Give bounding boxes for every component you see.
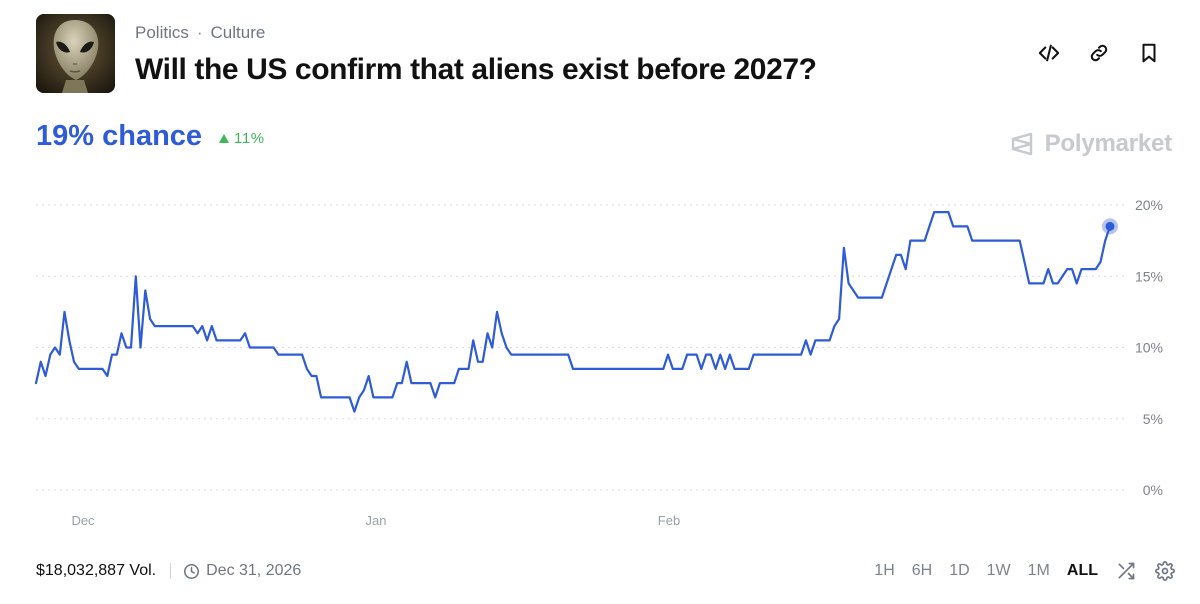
clock-icon: [184, 563, 200, 579]
range-all[interactable]: ALL: [1066, 562, 1098, 579]
market-image: [36, 14, 115, 93]
up-arrow-icon: [219, 133, 229, 143]
y-tick-label: 15%: [1135, 268, 1163, 284]
breadcrumb-separator: ·: [196, 23, 203, 42]
footer-divider: [170, 563, 172, 579]
x-tick-label: Dec: [71, 513, 95, 528]
range-1h[interactable]: 1H: [874, 562, 895, 579]
polymarket-logo-icon: [1011, 132, 1032, 156]
range-1m[interactable]: 1M: [1027, 562, 1050, 579]
y-tick-label: 10%: [1135, 340, 1163, 356]
market-title: Will the US confirm that aliens exist be…: [135, 53, 817, 86]
end-date: Dec 31, 2026: [183, 562, 301, 580]
volume-label: $18,032,887 Vol.: [36, 562, 157, 579]
range-6h[interactable]: 6H: [911, 562, 933, 579]
gear-icon: [1155, 561, 1175, 581]
x-tick-label: Jan: [366, 513, 387, 528]
embed-code-button[interactable]: [1036, 40, 1062, 66]
end-date-text: Dec 31, 2026: [206, 562, 302, 579]
category-politics[interactable]: Politics: [135, 23, 189, 42]
time-range-selector: 1H 6H 1D 1W 1M ALL: [874, 560, 1176, 582]
y-tick-label: 0%: [1143, 482, 1163, 498]
category-culture[interactable]: Culture: [210, 23, 266, 42]
bookmark-icon: [1142, 43, 1156, 63]
shuffle-icon: [1118, 562, 1135, 580]
current-point[interactable]: [1105, 221, 1115, 231]
copy-link-button[interactable]: [1086, 40, 1112, 66]
series-line: [34, 211, 1112, 413]
bookmark-button[interactable]: [1136, 40, 1162, 66]
change-indicator: 11%: [219, 130, 265, 147]
brand-name: Polymarket: [1044, 130, 1173, 157]
x-tick-label: Feb: [658, 513, 680, 528]
shuffle-button[interactable]: [1115, 560, 1137, 582]
brand-watermark: Polymarket: [1009, 130, 1172, 158]
range-1w[interactable]: 1W: [986, 562, 1011, 579]
y-tick-label: 5%: [1143, 411, 1163, 427]
range-1d[interactable]: 1D: [949, 562, 970, 579]
breadcrumb: Politics · Culture: [135, 23, 265, 43]
settings-button[interactable]: [1154, 560, 1176, 582]
market-actions: [1036, 40, 1162, 66]
market-footer: $18,032,887 Vol. Dec 31, 2026: [36, 562, 301, 580]
y-tick-label: 20%: [1135, 197, 1163, 213]
link-icon: [1090, 44, 1108, 62]
code-icon: [1038, 44, 1060, 62]
chance-value: 19% chance: [36, 120, 203, 152]
change-value: 11%: [234, 130, 265, 147]
